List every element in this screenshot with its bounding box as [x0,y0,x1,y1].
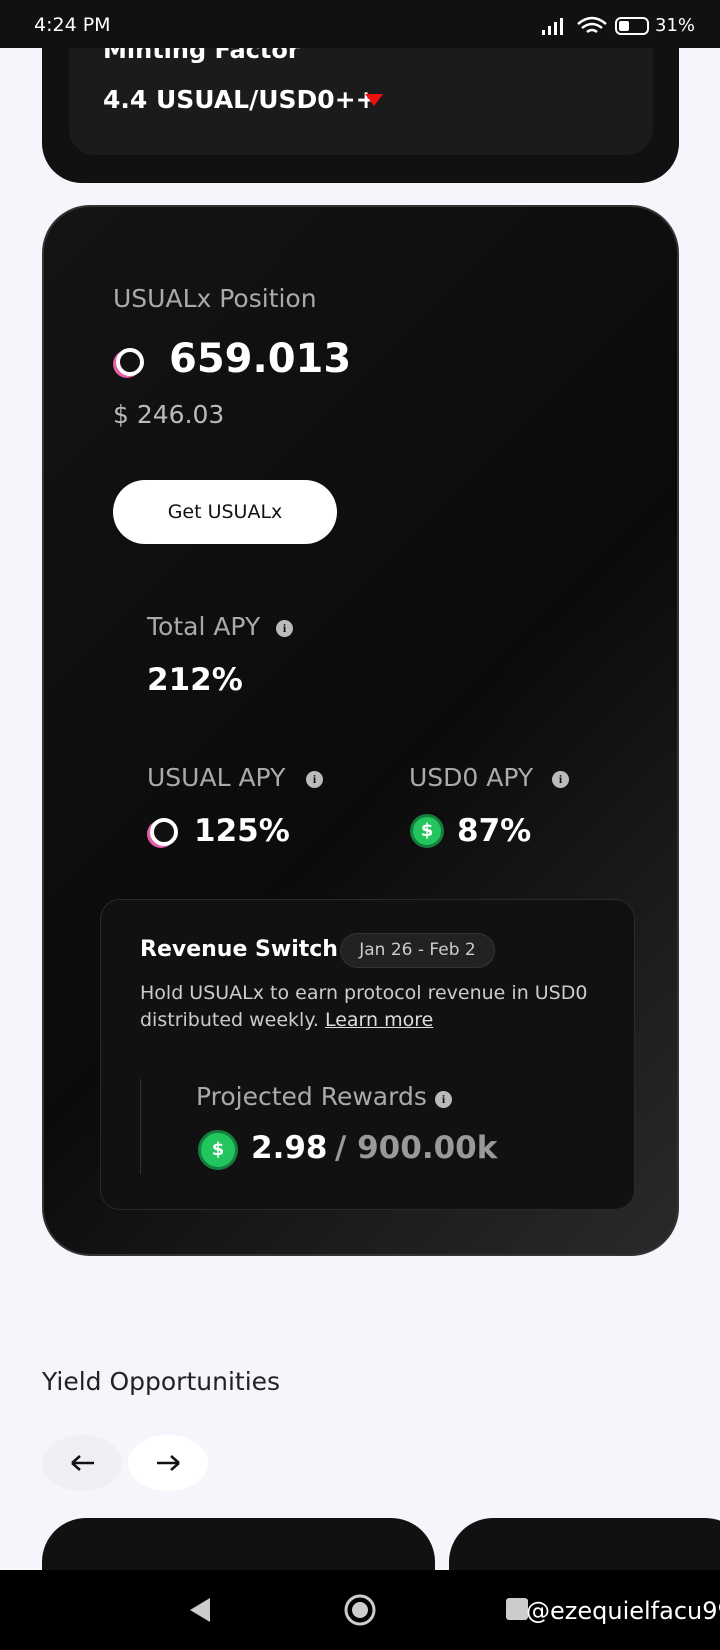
usual-apy-label: USUAL APY [147,763,286,792]
nav-buttons[interactable] [180,1590,540,1630]
battery-level: 31% [655,15,696,36]
period-pill: Jan 26 - Feb 2 [340,933,495,968]
usual-icon [116,348,144,376]
divider [140,1079,141,1174]
carousel-arrows[interactable] [42,1434,212,1492]
projected-value: 2.98 [251,1130,328,1166]
total-apy-label: Total APY [147,612,261,641]
usd0-apy-value: 87% [457,813,532,849]
info-icon[interactable]: i [552,771,569,788]
yield-title: Yield Opportunities [42,1367,281,1396]
minting-value: 4.4 USUAL/USD0++ [103,85,377,114]
total-apy-value: 212% [147,662,243,698]
status-icons [542,16,649,35]
watermark: @ezequielfacu99 [526,1597,720,1625]
usual-icon [150,818,178,846]
revenue-description: Hold USUALx to earn protocol revenue in … [140,980,600,1034]
info-icon[interactable]: i [435,1091,452,1108]
revenue-title: Revenue Switch [140,937,338,962]
position-amount: 659.013 [169,336,352,382]
projected-label: Projected Rewards [196,1082,427,1111]
position-title: USUALx Position [113,284,317,313]
usual-apy-value: 125% [194,813,290,849]
description-text: Hold USUALx to earn protocol revenue in … [140,982,588,1031]
get-usualx-button[interactable]: Get USUALx [113,480,337,544]
position-usd: $ 246.03 [113,400,225,429]
usd0-apy-label: USD0 APY [409,763,534,792]
usd0-icon: $ [410,814,444,848]
info-icon[interactable]: i [306,771,323,788]
down-indicator [365,94,383,106]
projected-total: / 900.00k [335,1130,498,1166]
info-icon[interactable]: i [276,620,293,637]
learn-more-link[interactable]: Learn more [324,1009,434,1031]
status-time: 4:24 PM [34,14,111,36]
usd0-icon: $ [198,1130,238,1170]
status-bar [0,0,720,48]
